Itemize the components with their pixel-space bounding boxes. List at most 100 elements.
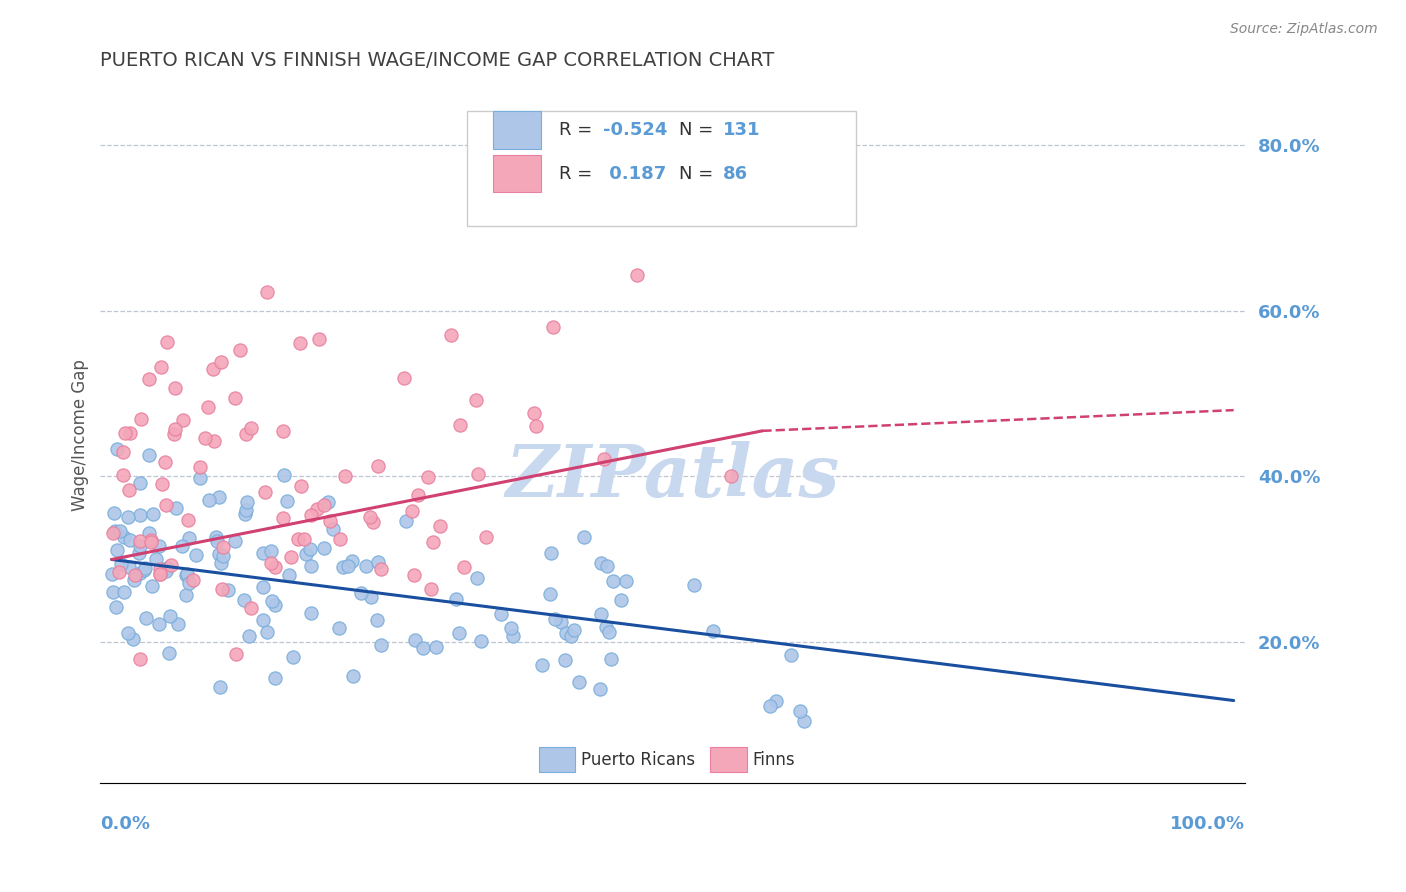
- Point: [256, 624, 278, 639]
- Point: [440, 327, 463, 342]
- Point: [134, 561, 156, 575]
- Point: [166, 616, 188, 631]
- Point: [465, 392, 488, 407]
- Point: [523, 405, 546, 419]
- Point: [205, 534, 228, 549]
- Point: [360, 591, 382, 605]
- Point: [541, 320, 564, 334]
- Point: [412, 641, 434, 656]
- Point: [177, 531, 200, 545]
- Point: [170, 539, 193, 553]
- Point: [610, 592, 633, 607]
- Point: [312, 541, 335, 556]
- FancyBboxPatch shape: [494, 155, 541, 193]
- Point: [208, 490, 231, 504]
- Point: [163, 381, 186, 395]
- Point: [425, 640, 447, 654]
- Point: [502, 630, 524, 644]
- Point: [276, 493, 298, 508]
- Text: R =: R =: [560, 165, 599, 183]
- Point: [626, 268, 648, 283]
- Point: [135, 610, 157, 624]
- Point: [299, 606, 322, 620]
- Point: [118, 560, 141, 574]
- Point: [465, 571, 488, 585]
- Point: [159, 647, 181, 661]
- Point: [589, 607, 612, 621]
- Point: [550, 615, 572, 629]
- Point: [593, 451, 616, 466]
- Point: [702, 624, 724, 638]
- Point: [117, 483, 139, 497]
- Text: 0.187: 0.187: [603, 165, 666, 183]
- Point: [780, 648, 803, 663]
- Point: [160, 558, 183, 573]
- Point: [141, 578, 163, 592]
- Point: [446, 592, 468, 607]
- Point: [264, 560, 287, 574]
- Point: [395, 514, 418, 528]
- Point: [449, 625, 471, 640]
- Point: [183, 573, 205, 587]
- Point: [260, 556, 283, 570]
- Point: [336, 559, 359, 574]
- Point: [197, 400, 219, 414]
- Point: [105, 442, 128, 456]
- Point: [225, 647, 247, 661]
- Point: [319, 514, 342, 528]
- Point: [560, 629, 582, 643]
- Point: [131, 412, 153, 426]
- Point: [554, 625, 576, 640]
- Point: [155, 562, 177, 576]
- Point: [211, 582, 233, 596]
- Point: [165, 500, 187, 515]
- Point: [354, 559, 377, 574]
- Point: [273, 511, 295, 525]
- Point: [598, 625, 620, 640]
- Point: [288, 335, 311, 350]
- Point: [145, 552, 167, 566]
- Point: [107, 565, 129, 579]
- Point: [165, 422, 187, 436]
- Text: N =: N =: [679, 165, 720, 183]
- Point: [392, 370, 415, 384]
- Point: [307, 501, 329, 516]
- Point: [252, 580, 274, 594]
- Point: [260, 543, 283, 558]
- Point: [236, 495, 259, 509]
- Point: [252, 546, 274, 560]
- Point: [367, 556, 389, 570]
- Point: [696, 207, 718, 221]
- Point: [177, 513, 200, 527]
- Point: [129, 539, 152, 553]
- Point: [449, 418, 471, 433]
- Point: [568, 675, 591, 690]
- Point: [138, 448, 160, 462]
- Point: [155, 498, 177, 512]
- Point: [292, 533, 315, 547]
- Point: [129, 508, 152, 522]
- Point: [101, 566, 124, 581]
- Point: [156, 334, 179, 349]
- Point: [176, 567, 198, 582]
- Point: [554, 653, 576, 667]
- Point: [614, 574, 637, 588]
- Point: [422, 535, 444, 549]
- Point: [101, 584, 124, 599]
- Point: [148, 616, 170, 631]
- Point: [118, 426, 141, 441]
- Point: [474, 530, 496, 544]
- Point: [117, 510, 139, 524]
- Point: [142, 507, 165, 521]
- Point: [499, 621, 522, 635]
- Point: [149, 567, 172, 582]
- Y-axis label: Wage/Income Gap: Wage/Income Gap: [72, 359, 89, 511]
- Text: Puerto Ricans: Puerto Ricans: [581, 751, 695, 770]
- Point: [295, 547, 318, 561]
- Point: [793, 714, 815, 728]
- Point: [232, 593, 254, 607]
- Point: [316, 495, 339, 509]
- Point: [329, 533, 352, 547]
- Point: [148, 539, 170, 553]
- Point: [572, 530, 595, 544]
